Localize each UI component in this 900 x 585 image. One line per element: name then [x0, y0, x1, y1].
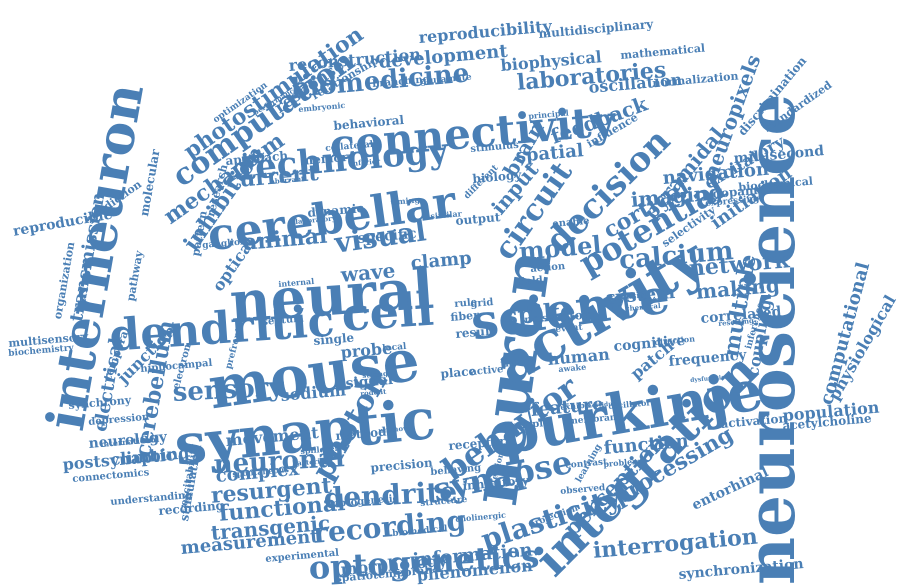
word-strong: strong [361, 368, 389, 380]
word-spatial: spatial [514, 140, 585, 167]
word-single: single [312, 330, 355, 348]
word-neural: neural [227, 255, 436, 336]
word-internal: internal [277, 275, 315, 289]
word-direction: direction [653, 333, 696, 347]
word-field: field [517, 274, 544, 288]
word-output: output [454, 210, 501, 228]
word-rule: rule [453, 297, 478, 310]
word-timing: timing [389, 194, 421, 207]
word-embryonic: embryonic [297, 99, 346, 114]
word-similar: similar [429, 208, 463, 221]
word-mathematical: mathematical [619, 41, 706, 62]
word-pathway: pathway [124, 249, 146, 303]
word-fiber: fiber [449, 308, 480, 324]
word-wave: wave [339, 258, 397, 287]
word-multidisciplinary: multidisciplinary [537, 16, 654, 41]
word-rodent: rodent [359, 386, 387, 398]
word-model: model [517, 229, 603, 266]
word-inferior: inferior [349, 156, 381, 168]
word-sensory: sensory [171, 372, 285, 408]
word-precision: precision [369, 455, 434, 475]
word-result: result [454, 323, 496, 341]
word-density: density [614, 289, 649, 302]
word-clamp: clamp [409, 247, 473, 274]
word-awake: awake [557, 361, 587, 374]
